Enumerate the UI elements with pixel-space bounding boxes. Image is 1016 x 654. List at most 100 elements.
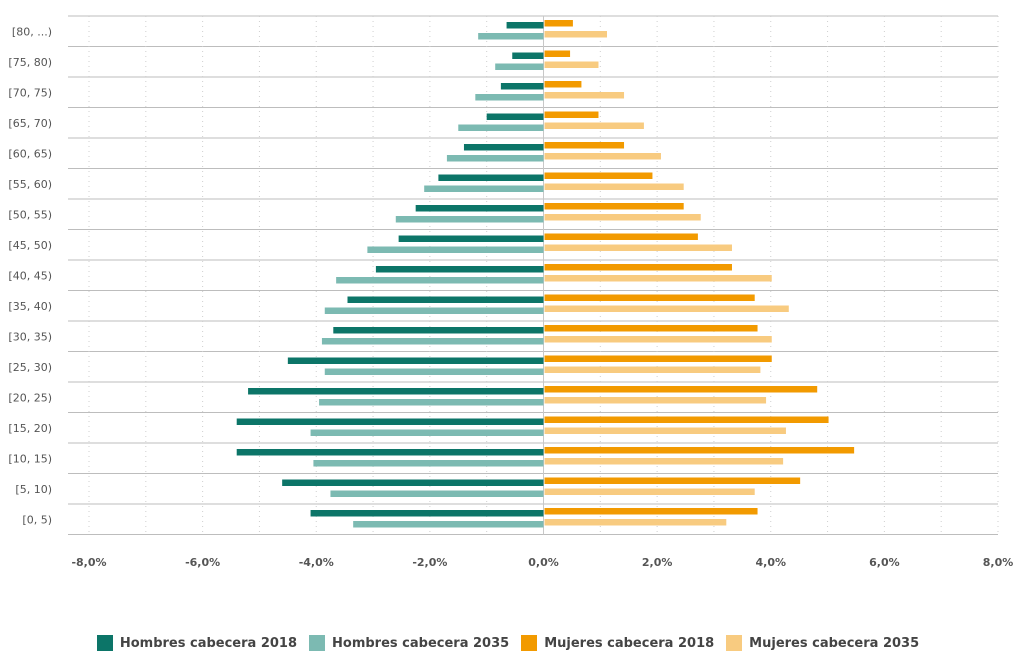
bar-mujeres-cabecera-2018	[544, 264, 732, 271]
y-tick-label: [80, ...)	[12, 25, 52, 38]
bar-mujeres-cabecera-2035	[544, 275, 772, 282]
bar-mujeres-cabecera-2035	[544, 366, 761, 373]
bar-mujeres-cabecera-2018	[544, 50, 571, 57]
bar-hombres-cabecera-2035	[324, 368, 544, 375]
legend-swatch	[96, 635, 113, 651]
bar-mujeres-cabecera-2018	[544, 355, 772, 362]
x-tick-label: 6,0%	[869, 556, 900, 569]
bar-mujeres-cabecera-2035	[544, 214, 701, 221]
y-tick-label: [60, 65)	[8, 147, 52, 160]
y-tick-label: [20, 25)	[8, 391, 52, 404]
y-tick-label: [70, 75)	[8, 86, 52, 99]
legend-swatch	[309, 635, 326, 651]
bar-hombres-cabecera-2018	[506, 22, 544, 29]
x-tick-label: 2,0%	[642, 556, 673, 569]
bar-hombres-cabecera-2035	[310, 429, 544, 436]
population-pyramid-chart: [0, 5) [5, 10) [10, 15) [15, 20) [20, 25) [25…	[8, 15, 1013, 569]
bar-mujeres-cabecera-2035	[544, 61, 599, 68]
y-tick-label: [5, 10)	[15, 483, 52, 496]
y-tick-labels: [0, 5) [5, 10) [10, 15) [15, 20) [20, 25) [25…	[8, 25, 52, 526]
bar-hombres-cabecera-2035	[324, 307, 544, 314]
bar-mujeres-cabecera-2018	[544, 477, 801, 484]
bar-hombres-cabecera-2018	[500, 83, 544, 90]
bar-hombres-cabecera-2018	[282, 479, 544, 486]
bar-hombres-cabecera-2035	[330, 490, 544, 497]
bar-hombres-cabecera-2035	[313, 460, 544, 467]
bar-hombres-cabecera-2035	[458, 124, 544, 131]
bar-hombres-cabecera-2035	[446, 155, 544, 162]
bar-mujeres-cabecera-2035	[544, 336, 772, 343]
bar-mujeres-cabecera-2018	[544, 111, 599, 118]
legend-item-mujeres-2035: Mujeres cabecera 2035	[726, 635, 919, 651]
bar-mujeres-cabecera-2018	[544, 142, 625, 149]
bar-mujeres-cabecera-2035	[544, 305, 789, 312]
bar-mujeres-cabecera-2035	[544, 427, 786, 434]
bar-hombres-cabecera-2035	[475, 94, 544, 101]
legend-label: Hombres cabecera 2035	[332, 635, 510, 651]
x-tick-label: 8,0%	[983, 556, 1014, 569]
legend-item-mujeres-2018: Mujeres cabecera 2018	[521, 635, 714, 651]
bar-mujeres-cabecera-2035	[544, 153, 661, 160]
x-tick-label: -8,0%	[71, 556, 106, 569]
x-tick-label: -6,0%	[185, 556, 220, 569]
x-tick-label: -4,0%	[299, 556, 334, 569]
y-tick-label: [65, 70)	[8, 117, 52, 130]
bar-hombres-cabecera-2018	[463, 144, 544, 151]
bar-mujeres-cabecera-2035	[544, 397, 767, 404]
bar-mujeres-cabecera-2035	[544, 31, 607, 38]
x-tick-label: 0,0%	[528, 556, 559, 569]
bar-hombres-cabecera-2018	[398, 235, 544, 242]
bar-hombres-cabecera-2018	[310, 510, 544, 517]
y-tick-label: [55, 60)	[8, 178, 52, 191]
bar-hombres-cabecera-2018	[415, 205, 544, 212]
y-tick-label: [45, 50)	[8, 239, 52, 252]
legend-label: Mujeres cabecera 2035	[749, 635, 920, 651]
bar-mujeres-cabecera-2035	[544, 92, 625, 99]
bar-hombres-cabecera-2018	[287, 357, 544, 364]
bar-hombres-cabecera-2035	[478, 33, 544, 40]
bar-hombres-cabecera-2018	[486, 113, 544, 120]
bar-mujeres-cabecera-2018	[544, 508, 758, 515]
x-tick-label: -2,0%	[412, 556, 447, 569]
bar-hombres-cabecera-2018	[236, 449, 544, 456]
bar-hombres-cabecera-2018	[236, 418, 544, 425]
bar-mujeres-cabecera-2018	[544, 203, 684, 210]
bar-mujeres-cabecera-2018	[544, 386, 818, 393]
bar-mujeres-cabecera-2018	[544, 416, 829, 423]
legend-item-hombres-2018: Hombres cabecera 2018	[96, 635, 298, 651]
legend-swatch	[726, 635, 743, 651]
bar-mujeres-cabecera-2018	[544, 294, 755, 301]
legend-label: Mujeres cabecera 2018	[544, 635, 715, 651]
bar-mujeres-cabecera-2018	[544, 20, 573, 27]
bar-hombres-cabecera-2035	[336, 277, 544, 284]
bar-mujeres-cabecera-2018	[544, 325, 758, 332]
bars	[236, 20, 855, 528]
legend-swatch	[521, 635, 538, 651]
bar-hombres-cabecera-2018	[375, 266, 544, 273]
bar-hombres-cabecera-2035	[353, 521, 544, 528]
bar-hombres-cabecera-2035	[395, 216, 544, 223]
grid-lines	[68, 15, 999, 535]
bar-mujeres-cabecera-2035	[544, 519, 727, 526]
y-tick-label: [75, 80)	[8, 56, 52, 69]
x-tick-labels: -8,0% -6,0% -4,0% -2,0% 0,0% 2,0% 4,0% 6,0% 8,0%	[71, 556, 1013, 569]
bar-mujeres-cabecera-2018	[544, 447, 855, 454]
bar-mujeres-cabecera-2035	[544, 488, 755, 495]
bar-mujeres-cabecera-2035	[544, 122, 644, 129]
bar-hombres-cabecera-2035	[495, 63, 544, 70]
bar-hombres-cabecera-2018	[438, 174, 544, 181]
bar-hombres-cabecera-2035	[319, 399, 544, 406]
legend: Hombres cabecera 2018 Hombres cabecera 2…	[0, 635, 1016, 651]
y-tick-label: [50, 55)	[8, 208, 52, 221]
bar-hombres-cabecera-2018	[512, 52, 544, 59]
y-tick-label: [0, 5)	[22, 513, 52, 526]
bar-hombres-cabecera-2035	[424, 185, 544, 192]
bar-hombres-cabecera-2018	[333, 327, 544, 334]
y-tick-label: [15, 20)	[8, 422, 52, 435]
bar-hombres-cabecera-2035	[367, 246, 544, 253]
bar-hombres-cabecera-2018	[248, 388, 544, 395]
bar-mujeres-cabecera-2035	[544, 244, 732, 251]
bar-mujeres-cabecera-2018	[544, 172, 653, 179]
legend-label: Hombres cabecera 2018	[119, 635, 298, 651]
y-tick-label: [30, 35)	[8, 330, 52, 343]
